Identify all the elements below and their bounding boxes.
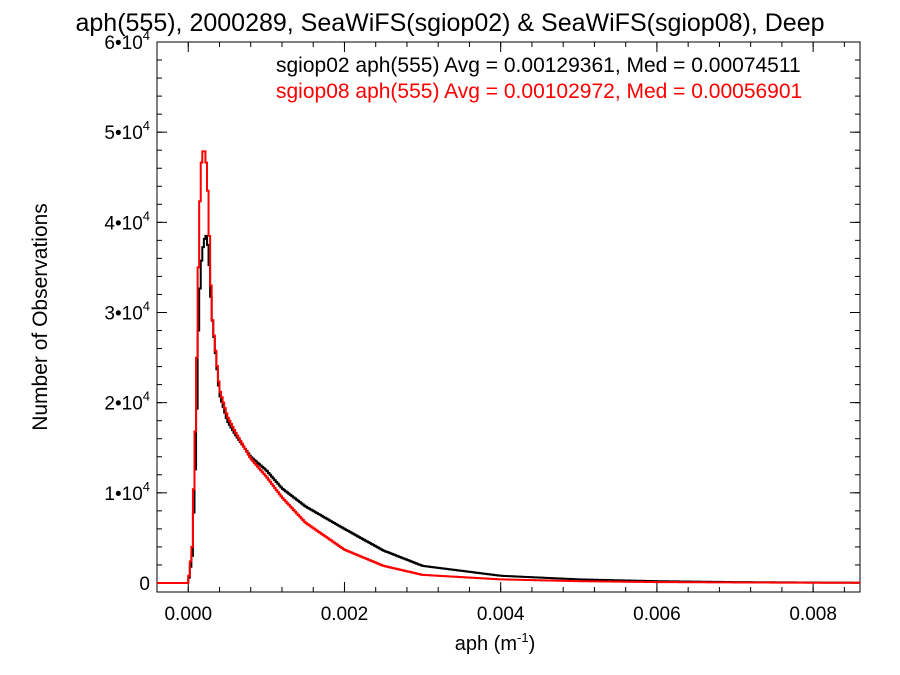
chart-title: aph(555), 2000289, SeaWiFS(sgiop02) & Se… [75,9,824,37]
y-tick-label-2: 2•104 [104,389,150,415]
x-tick-label-1: 0.002 [321,604,369,625]
x-tick-label-0: 0.000 [164,604,212,625]
y-axis: 0 1•104 2•104 3•104 4•104 5•104 6•104 [104,28,860,595]
x-tick-label-2: 0.004 [477,604,525,625]
y-tick-label-0: 0 [139,574,150,595]
legend-entry-0: sgiop02 aph(555) Avg = 0.00129361, Med =… [276,54,801,77]
plot-frame [156,41,861,593]
series-line-1 [157,150,860,584]
legend-entry-1: sgiop08 aph(555) Avg = 0.00102972, Med =… [276,80,802,103]
series-line-0 [157,234,860,584]
x-tick-label-4: 0.008 [789,604,837,625]
y-tick-label-6: 6•104 [104,28,150,54]
legend: sgiop02 aph(555) Avg = 0.00129361, Med =… [276,54,802,103]
series-layer [157,150,860,584]
y-axis-label: Number of Observations [29,203,52,431]
y-tick-label-4: 4•104 [104,208,150,234]
y-tick-label-3: 3•104 [104,298,150,324]
x-axis-label: aph (m-1) [455,630,535,655]
y-tick-label-1: 1•104 [104,479,150,505]
x-tick-label-3: 0.006 [633,604,681,625]
x-axis: 0.000 0.002 0.004 0.006 0.008 [156,42,845,625]
y-tick-label-5: 5•104 [104,118,150,144]
